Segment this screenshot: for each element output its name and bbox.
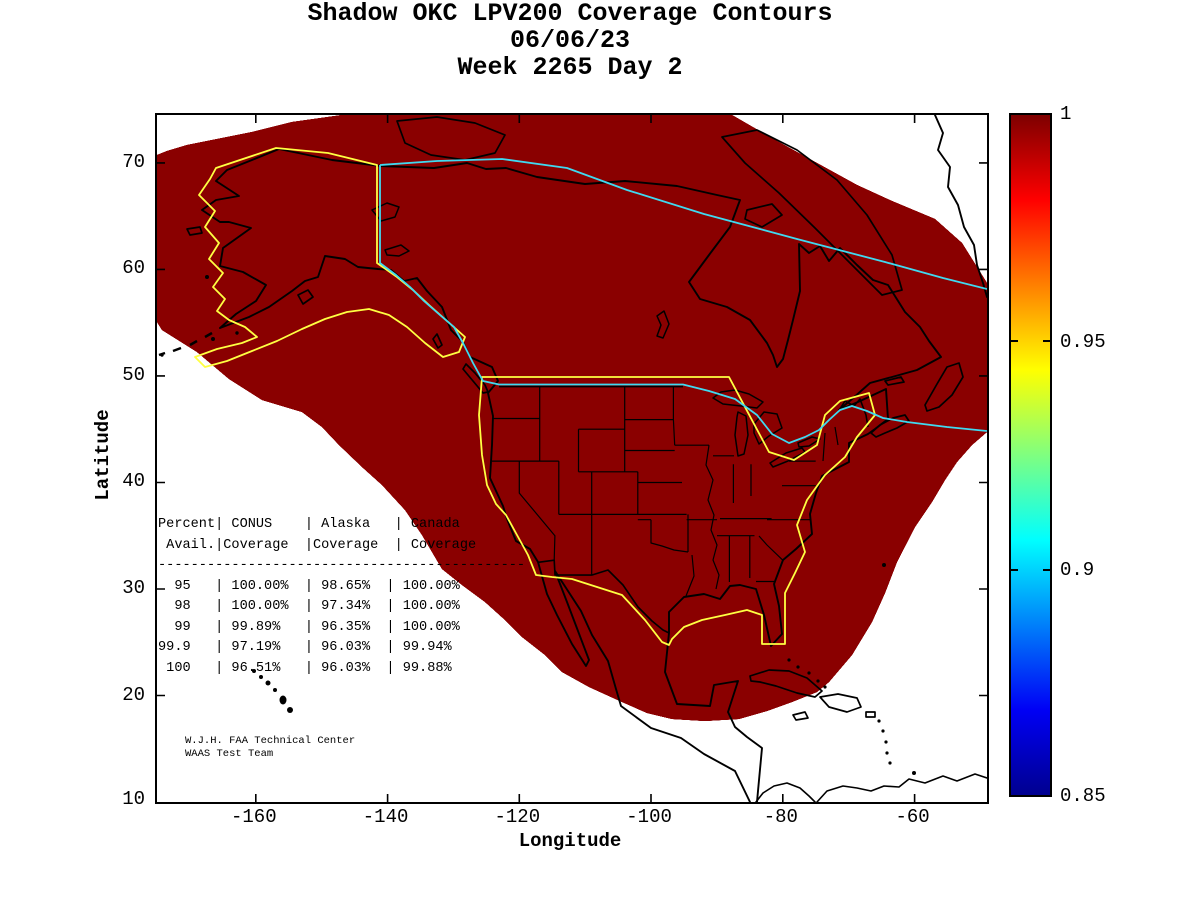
colorbar-tick-label: 0.85 (1060, 785, 1106, 807)
coverage-map-svg (157, 115, 987, 802)
y-tick-label: 30 (122, 577, 145, 599)
map-plot-area (155, 113, 989, 804)
x-tick-label: -120 (494, 806, 541, 828)
title-line-2: 06/06/23 (509, 26, 631, 55)
credit-line-2: WAAS Test Team (185, 748, 274, 760)
colorbar-tick-label: 0.9 (1060, 559, 1095, 581)
y-tick-label: 70 (122, 151, 145, 173)
credit-line-1: W.J.H. FAA Technical Center (185, 735, 356, 747)
colorbar-tick-label: 0.95 (1060, 331, 1106, 353)
baffin-island (721, 129, 903, 296)
x-tick-label: -140 (362, 806, 409, 828)
x-tick-label: -100 (626, 806, 672, 828)
colorbar-tick (1043, 569, 1050, 571)
title-line-1: Shadow OKC LPV200 Coverage Contours (307, 0, 833, 28)
cuba (749, 669, 823, 698)
y-tick-label: 20 (122, 684, 145, 706)
title-line-3: Week 2265 Day 2 (457, 53, 683, 82)
bermuda (882, 563, 886, 567)
y-tick-label: 40 (122, 470, 145, 492)
y-axis-label: Latitude (92, 409, 114, 501)
plot-title: Shadow OKC LPV200 Coverage Contours 06/0… (165, 0, 975, 81)
colorbar-tick (1011, 569, 1018, 571)
hawaii-big-island (287, 707, 293, 713)
y-tick-label: 60 (122, 257, 145, 279)
state-borders (492, 385, 869, 634)
colorbar (1009, 113, 1052, 797)
colorbar-tick (1043, 340, 1050, 342)
vancouver-island (462, 363, 489, 394)
colorbar-tick-label: 1 (1060, 103, 1072, 125)
national-borders (499, 385, 869, 634)
credit-text: W.J.H. FAA Technical Center WAAS Test Te… (185, 735, 355, 761)
x-tick-label: -80 (763, 806, 798, 828)
colorbar-tick (1011, 340, 1018, 342)
hispaniola (819, 693, 862, 713)
small-islands (160, 275, 916, 775)
y-tick-label: 50 (122, 364, 145, 386)
coverage-contours (157, 115, 987, 721)
x-axis-label: Longitude (518, 830, 622, 852)
aleutian-islands (158, 331, 213, 357)
newfoundland (924, 362, 964, 412)
victoria-island (396, 116, 506, 161)
canada-boundary-cyan (379, 158, 987, 444)
nova-scotia (870, 414, 910, 438)
coverage-statistics-table: Percent| CONUS | Alaska | Canada Avail.|… (158, 517, 526, 676)
conus-boundary (478, 376, 876, 646)
axis-tick-marks (157, 115, 987, 802)
y-tick-label: 10 (122, 788, 145, 810)
x-tick-label: -60 (895, 806, 930, 828)
islands (158, 116, 964, 721)
x-tick-label: -160 (230, 806, 277, 828)
